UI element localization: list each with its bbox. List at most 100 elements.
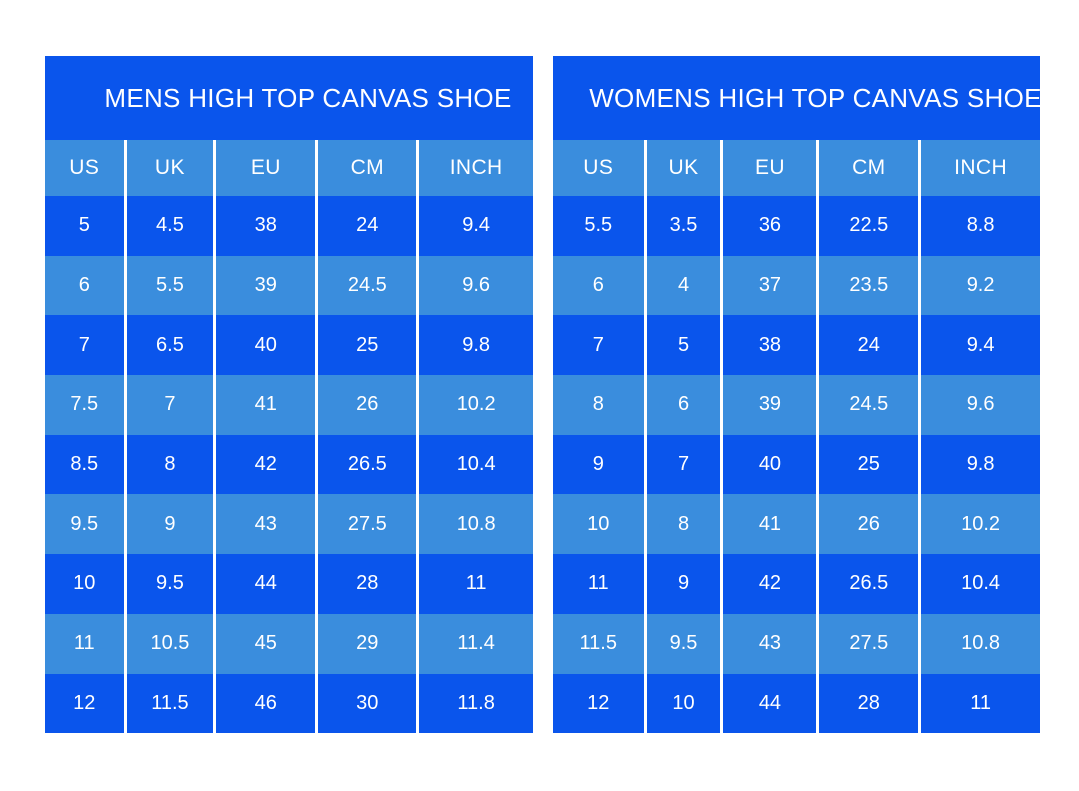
size-cell: 9.4 (416, 196, 533, 256)
size-row: 9 7 40 25 9.8 (553, 434, 1040, 495)
mens-table-title: MENS HIGH TOP CANVAS SHOE (45, 56, 533, 140)
size-cell: 11.8 (416, 673, 533, 734)
size-cell: 10.5 (123, 613, 215, 674)
size-cell: 39 (213, 255, 317, 316)
size-cell: 9.4 (918, 315, 1040, 376)
size-cell: 11 (73, 632, 95, 655)
size-cell: 40 (720, 434, 818, 495)
size-cell: 11 (587, 572, 609, 595)
size-cell: 10.2 (416, 375, 533, 435)
size-cell: 36 (720, 196, 818, 256)
womens-table-title: WOMENS HIGH TOP CANVAS SHOE (553, 56, 1041, 140)
size-cell: 5 (78, 214, 90, 237)
size-row: 12 10 44 28 11 (553, 673, 1040, 734)
size-cell: 46 (213, 673, 317, 734)
size-cell: 10 (587, 512, 610, 535)
size-cell: 9.6 (416, 255, 533, 316)
size-cell: 24.5 (816, 375, 920, 435)
size-cell: 9.5 (123, 554, 215, 614)
size-cell: 25 (816, 434, 920, 495)
size-cell: 10.4 (918, 554, 1040, 614)
column-header-eu: EU (720, 140, 818, 196)
size-cell: 10.8 (416, 494, 533, 555)
size-row: 5.5 3.5 36 22.5 8.8 (553, 196, 1040, 256)
size-cell: 38 (720, 315, 818, 376)
size-cell: 9.5 (70, 512, 99, 535)
size-cell: 8 (643, 494, 722, 555)
size-row: 8 6 39 24.5 9.6 (553, 375, 1040, 435)
size-cell: 39 (720, 375, 818, 435)
size-cell: 10.2 (918, 494, 1040, 555)
size-cell: 8 (592, 393, 604, 416)
size-cell: 5.5 (584, 214, 613, 237)
size-row: 11 10.5 45 29 11.4 (45, 613, 533, 674)
size-cell: 24 (315, 196, 418, 256)
size-cell: 7 (78, 333, 90, 356)
size-cell: 44 (720, 673, 818, 734)
size-row: 7 5 38 24 9.4 (553, 315, 1040, 376)
size-cell: 38 (213, 196, 317, 256)
column-header-cm: CM (816, 140, 920, 196)
size-cell: 26.5 (816, 554, 920, 614)
size-cell: 42 (720, 554, 818, 614)
size-cell: 12 (73, 691, 96, 714)
mens-table-header: US UK EU CM INCH (45, 140, 533, 196)
size-cell: 41 (213, 375, 317, 435)
size-cell: 24 (816, 315, 920, 376)
size-cell: 26.5 (315, 434, 418, 495)
size-cell: 9.2 (918, 255, 1040, 316)
size-cell: 28 (315, 554, 418, 614)
size-cell: 45 (213, 613, 317, 674)
size-cell: 7 (123, 375, 215, 435)
size-cell: 25 (315, 315, 418, 376)
size-row: 9.5 9 43 27.5 10.8 (45, 494, 533, 555)
column-header-us: US (553, 140, 646, 196)
size-row: 10 8 41 26 10.2 (553, 494, 1040, 555)
size-cell: 24.5 (315, 255, 418, 316)
womens-table-header: US UK EU CM INCH (553, 140, 1040, 196)
size-cell: 9 (592, 453, 604, 476)
size-cell: 11.5 (123, 673, 215, 734)
size-cell: 22.5 (816, 196, 920, 256)
mens-size-table: US UK EU CM INCH 5 4.5 38 24 9.4 6 5.5 39 24.5 9.… (45, 140, 533, 734)
size-cell: 30 (315, 673, 418, 734)
size-cell: 44 (213, 554, 317, 614)
size-cell: 10 (643, 673, 722, 734)
size-row: 8.5 8 42 26.5 10.4 (45, 434, 533, 495)
column-header-cm: CM (315, 140, 418, 196)
size-cell: 29 (315, 613, 418, 674)
size-cell: 26 (816, 494, 920, 555)
column-header-uk: UK (643, 140, 722, 196)
size-cell: 7.5 (70, 393, 99, 416)
size-cell: 10 (73, 572, 96, 595)
size-cell: 42 (213, 434, 317, 495)
mens-size-chart: MENS HIGH TOP CANVAS SHOE US UK EU CM IN… (45, 56, 533, 734)
size-cell: 5.5 (123, 255, 215, 316)
size-row: 6 4 37 23.5 9.2 (553, 255, 1040, 316)
size-row: 7 6.5 40 25 9.8 (45, 315, 533, 376)
size-cell: 10.4 (416, 434, 533, 495)
mens-table-body: 5 4.5 38 24 9.4 6 5.5 39 24.5 9.6 7 6.5 40 25 9.8 7.5 7 4… (45, 196, 533, 734)
size-row: 10 9.5 44 28 11 (45, 554, 533, 614)
size-row: 5 4.5 38 24 9.4 (45, 196, 533, 256)
size-cell: 7 (592, 333, 604, 356)
size-cell: 9.5 (643, 613, 722, 674)
column-header-eu: EU (213, 140, 317, 196)
column-header-us: US (45, 140, 126, 196)
womens-table-body: 5.5 3.5 36 22.5 8.8 6 4 37 23.5 9.2 7 5 38 24 9.4 8 6 39 2… (553, 196, 1040, 734)
size-row: 6 5.5 39 24.5 9.6 (45, 255, 533, 316)
size-cell: 27.5 (315, 494, 418, 555)
size-cell: 9.8 (918, 434, 1040, 495)
size-cell: 4 (643, 255, 722, 316)
size-cell: 12 (587, 691, 610, 714)
size-cell: 28 (816, 673, 920, 734)
size-row: 11 9 42 26.5 10.4 (553, 554, 1040, 614)
size-cell: 9 (643, 554, 722, 614)
header-row: US UK EU CM INCH (553, 140, 1040, 196)
size-row: 11.5 9.5 43 27.5 10.8 (553, 613, 1040, 674)
size-cell: 43 (213, 494, 317, 555)
size-cell: 41 (720, 494, 818, 555)
size-cell: 8.8 (918, 196, 1040, 256)
size-cell: 26 (315, 375, 418, 435)
